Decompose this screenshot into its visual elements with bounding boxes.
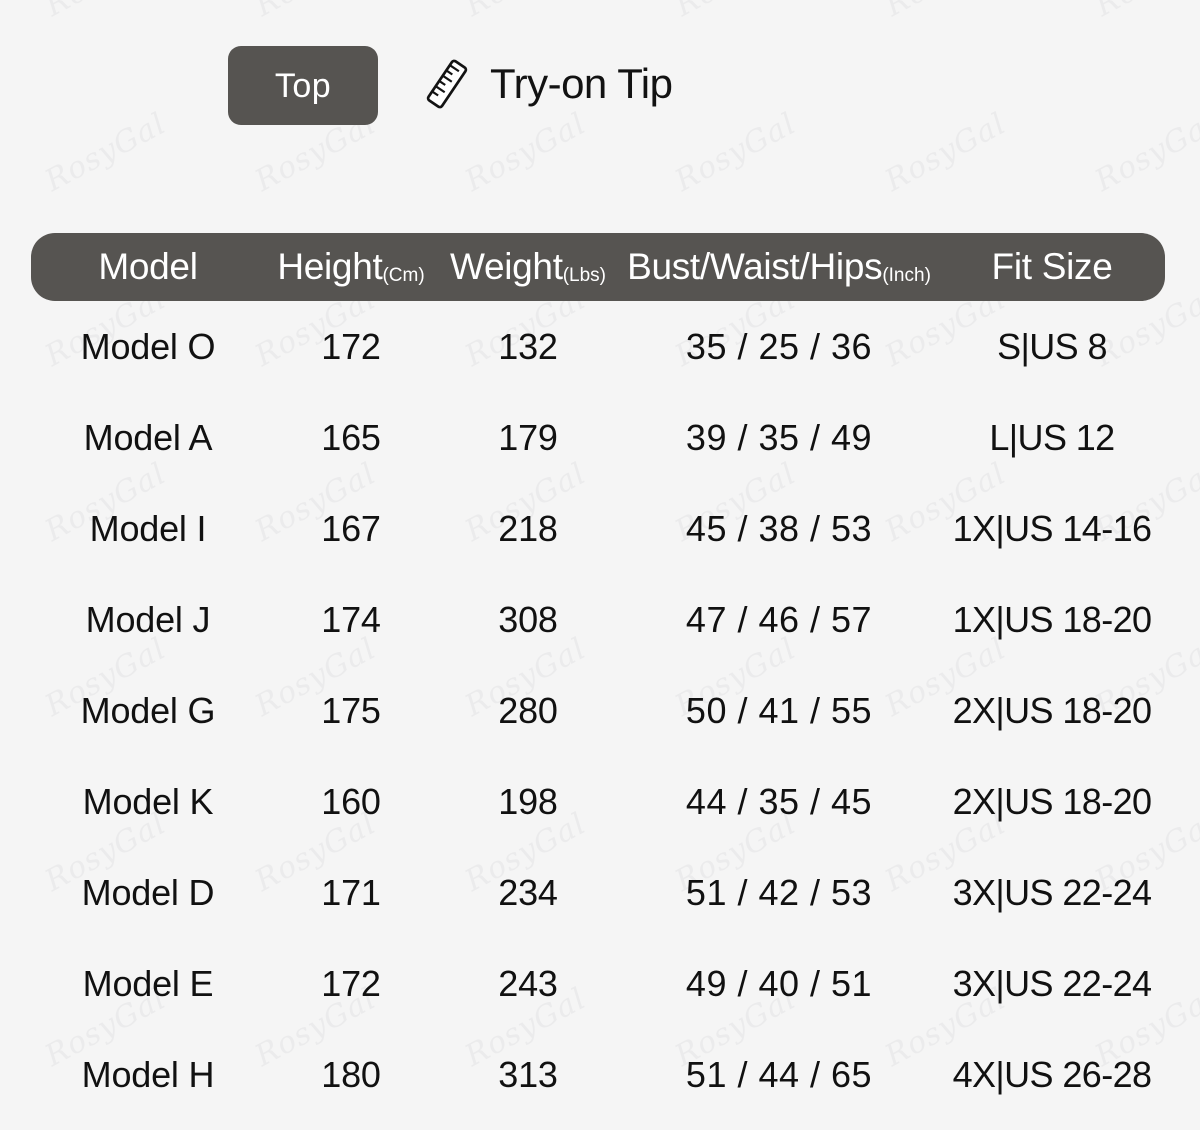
- page-header: Top Try-on Tip: [0, 0, 1200, 170]
- cell-weight: 218: [498, 507, 558, 549]
- cell-height: 180: [321, 1053, 381, 1095]
- size-chart-container: Model Height(Cm) Weight(Lbs) Bust/Waist/…: [31, 233, 1165, 1120]
- table-row: Model H 180 313 51 / 44 / 65 4X|US 26-28: [31, 1029, 1165, 1120]
- cell-height: 160: [321, 780, 381, 822]
- cell-fit-size: S|US 8: [997, 325, 1107, 367]
- table-row: Model E 172 243 49 / 40 / 51 3X|US 22-24: [31, 938, 1165, 1029]
- size-chart-table: Model Height(Cm) Weight(Lbs) Bust/Waist/…: [31, 233, 1165, 1120]
- cell-weight: 308: [498, 598, 558, 640]
- column-header-height: Height(Cm): [265, 233, 437, 301]
- cell-model: Model G: [80, 689, 216, 731]
- column-header-height-label: Height: [277, 246, 383, 287]
- cell-model: Model H: [81, 1053, 215, 1095]
- table-row: Model K 160 198 44 / 35 / 45 2X|US 18-20: [31, 756, 1165, 847]
- table-body: Model O 172 132 35 / 25 / 36 S|US 8 Model A 1…: [31, 301, 1165, 1120]
- cell-weight: 280: [498, 689, 558, 731]
- table-row: Model O 172 132 35 / 25 / 36 S|US 8: [31, 301, 1165, 392]
- cell-weight: 313: [498, 1053, 558, 1095]
- table-row: Model J 174 308 47 / 46 / 57 1X|US 18-20: [31, 574, 1165, 665]
- cell-weight: 234: [498, 871, 558, 913]
- column-header-bwh-unit: (Inch): [882, 265, 931, 286]
- cell-model: Model D: [81, 871, 215, 913]
- column-header-weight-unit: (Lbs): [562, 265, 606, 286]
- cell-fit-size: 2X|US 18-20: [952, 689, 1152, 731]
- cell-model: Model I: [89, 507, 207, 549]
- column-header-height-unit: (Cm): [382, 265, 425, 286]
- cell-height: 175: [321, 689, 381, 731]
- column-header-weight: Weight(Lbs): [437, 233, 619, 301]
- table-header: Model Height(Cm) Weight(Lbs) Bust/Waist/…: [31, 233, 1165, 301]
- cell-fit-size: 4X|US 26-28: [952, 1053, 1152, 1095]
- cell-weight: 179: [498, 416, 558, 458]
- ruler-icon: [426, 59, 468, 109]
- table-header-row: Model Height(Cm) Weight(Lbs) Bust/Waist/…: [31, 233, 1165, 301]
- try-on-tip-label: Try-on Tip: [490, 60, 673, 107]
- column-header-model: Model: [31, 233, 265, 301]
- cell-bust-waist-hips: 35 / 25 / 36: [685, 325, 873, 367]
- column-header-bwh-label: Bust/Waist/Hips: [627, 246, 883, 287]
- table-row: Model A 165 179 39 / 35 / 49 L|US 12: [31, 392, 1165, 483]
- cell-height: 172: [321, 325, 381, 367]
- cell-model: Model A: [83, 416, 213, 458]
- cell-fit-size: 1X|US 18-20: [952, 598, 1152, 640]
- cell-height: 172: [321, 962, 381, 1004]
- table-row: Model I 167 218 45 / 38 / 53 1X|US 14-16: [31, 483, 1165, 574]
- table-row: Model G 175 280 50 / 41 / 55 2X|US 18-20: [31, 665, 1165, 756]
- cell-bust-waist-hips: 51 / 44 / 65: [685, 1053, 873, 1095]
- cell-weight: 132: [498, 325, 558, 367]
- cell-bust-waist-hips: 50 / 41 / 55: [685, 689, 873, 731]
- cell-bust-waist-hips: 39 / 35 / 49: [685, 416, 873, 458]
- table-row: Model D 171 234 51 / 42 / 53 3X|US 22-24: [31, 847, 1165, 938]
- column-header-fit-size-label: Fit Size: [991, 246, 1113, 287]
- cell-bust-waist-hips: 47 / 46 / 57: [685, 598, 873, 640]
- cell-height: 167: [321, 507, 381, 549]
- cell-fit-size: 2X|US 18-20: [952, 780, 1152, 822]
- cell-bust-waist-hips: 45 / 38 / 53: [685, 507, 873, 549]
- column-header-fit-size: Fit Size: [939, 233, 1165, 301]
- cell-fit-size: 1X|US 14-16: [952, 507, 1152, 549]
- cell-weight: 243: [498, 962, 558, 1004]
- cell-model: Model J: [85, 598, 211, 640]
- cell-bust-waist-hips: 51 / 42 / 53: [685, 871, 873, 913]
- cell-fit-size: L|US 12: [989, 416, 1115, 458]
- cell-fit-size: 3X|US 22-24: [952, 962, 1152, 1004]
- cell-height: 174: [321, 598, 381, 640]
- category-chip-top[interactable]: Top: [228, 46, 378, 125]
- category-chip-label: Top: [274, 66, 332, 105]
- cell-model: Model K: [82, 780, 214, 822]
- cell-fit-size: 3X|US 22-24: [952, 871, 1152, 913]
- cell-bust-waist-hips: 44 / 35 / 45: [685, 780, 873, 822]
- cell-weight: 198: [498, 780, 558, 822]
- column-header-bust-waist-hips: Bust/Waist/Hips(Inch): [619, 233, 939, 301]
- try-on-tip-group: Try-on Tip: [418, 44, 673, 124]
- cell-model: Model O: [80, 325, 216, 367]
- cell-model: Model E: [82, 962, 214, 1004]
- cell-height: 165: [321, 416, 381, 458]
- column-header-weight-label: Weight: [450, 246, 563, 287]
- cell-height: 171: [321, 871, 381, 913]
- column-header-model-label: Model: [98, 246, 198, 287]
- cell-bust-waist-hips: 49 / 40 / 51: [685, 962, 873, 1004]
